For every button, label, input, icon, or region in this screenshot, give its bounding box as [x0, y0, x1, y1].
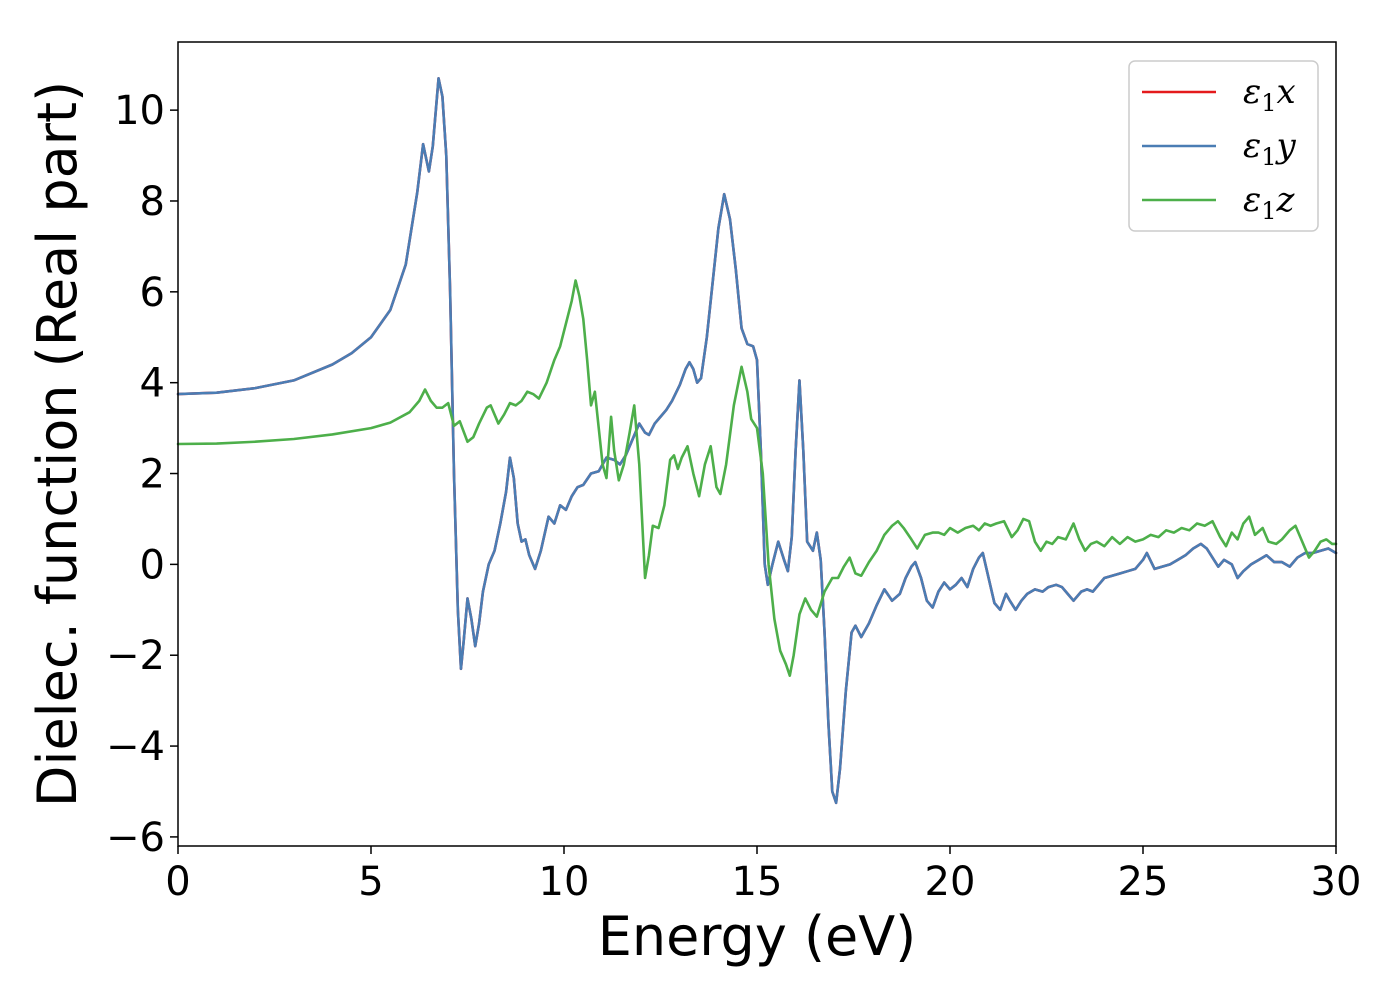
legend-symbol: ε — [1243, 72, 1261, 112]
y-tick-label: −2 — [106, 633, 165, 679]
x-tick-label: 25 — [1118, 859, 1169, 905]
legend-box — [1128, 60, 1319, 232]
legend-label-2: ε1z — [1243, 180, 1296, 225]
legend-variable: y — [1275, 126, 1297, 166]
y-tick-label: 4 — [140, 361, 165, 407]
y-axis-title: Dielec. function (Real part) — [26, 81, 89, 807]
series-line-1 — [176, 77, 1338, 805]
legend-label-0: ε1x — [1243, 72, 1296, 117]
legend-symbol: ε — [1243, 126, 1261, 166]
x-tick-label: 20 — [925, 859, 976, 905]
y-tick-label: 10 — [114, 88, 165, 134]
legend-subscript: 1 — [1261, 197, 1276, 225]
y-tick-label: −6 — [106, 815, 165, 861]
series-layer — [176, 77, 1338, 805]
x-tick-label: 15 — [732, 859, 783, 905]
x-tick-label: 10 — [539, 859, 590, 905]
tick-layer: 0 5 10 15 20 25 30 −6 −4 −2 0 2 4 6 8 10 — [106, 88, 1361, 905]
series-line-2 — [176, 279, 1338, 677]
legend-variable: z — [1276, 180, 1296, 220]
y-tick-label: 0 — [140, 542, 165, 588]
legend-variable: x — [1277, 72, 1296, 112]
y-tick-label: 2 — [140, 452, 165, 498]
x-tick-label: 30 — [1311, 859, 1362, 905]
y-tick-label: 6 — [140, 270, 165, 316]
legend-subscript: 1 — [1261, 143, 1276, 171]
x-tick-label: 0 — [165, 859, 190, 905]
x-axis-title: Energy (eV) — [598, 905, 917, 968]
legend-label-1: ε1y — [1243, 126, 1297, 171]
y-tick-label: 8 — [140, 179, 165, 225]
legend-symbol: ε — [1243, 180, 1261, 220]
y-tick-label: −4 — [106, 724, 165, 770]
legend-subscript: 1 — [1261, 89, 1276, 117]
x-tick-label: 5 — [358, 859, 383, 905]
